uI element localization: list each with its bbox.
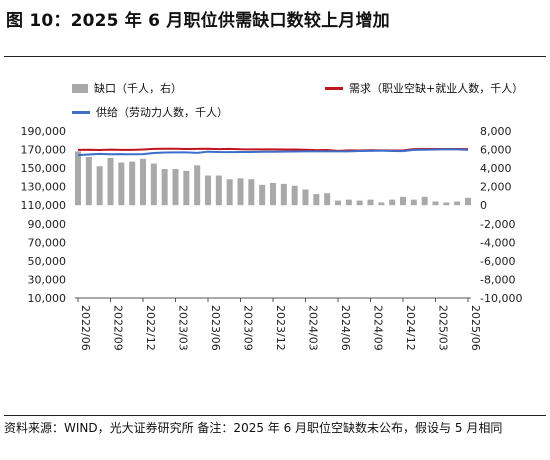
right-tick-label: 0 xyxy=(480,199,487,212)
x-tick-label: 2024/03 xyxy=(307,305,320,351)
gap-bar xyxy=(400,196,406,206)
gap-bar xyxy=(345,199,352,206)
left-tick-label: 150,000 xyxy=(21,162,67,175)
legend-gap: 缺口（千人，右） xyxy=(72,80,182,96)
left-tick-label: 90,000 xyxy=(28,218,67,231)
chart-title: 图 10：2025 年 6 月职位供需缺口数较上月增加 xyxy=(6,11,390,31)
gap-bar xyxy=(454,201,461,206)
x-tick-label: 2024/06 xyxy=(339,305,352,351)
gap-bar xyxy=(356,200,363,206)
gap-bar xyxy=(215,175,222,206)
left-tick-label: 170,000 xyxy=(21,144,67,157)
gap-bar xyxy=(140,158,146,206)
gap-bar xyxy=(259,184,266,206)
x-tick-label: 2022/12 xyxy=(144,305,157,351)
gap-bar xyxy=(443,202,450,206)
legend-demand: 需求（职业空缺+就业人数，千人） xyxy=(325,80,523,96)
x-tick-label: 2023/12 xyxy=(274,305,287,351)
gap-bar xyxy=(410,199,417,206)
right-tick-label: -6,000 xyxy=(480,255,515,268)
x-tick-label: 2023/03 xyxy=(177,305,190,351)
gap-bar xyxy=(226,179,233,206)
left-tick-label: 110,000 xyxy=(21,199,67,212)
source-note: 资料来源：WIND，光大证券研究所 备注：2025 年 6 月职位空缺数未公布，… xyxy=(4,421,503,435)
gap-bars xyxy=(75,151,471,206)
gap-bar xyxy=(291,185,298,206)
right-tick-label: 6,000 xyxy=(480,144,512,157)
gap-bar xyxy=(465,197,471,206)
right-tick-label: -2,000 xyxy=(480,218,515,231)
left-tick-label: 190,000 xyxy=(21,125,67,138)
right-tick-label: -10,000 xyxy=(480,292,522,305)
x-tick-label: 2023/09 xyxy=(242,305,255,351)
right-tick-label: 2,000 xyxy=(480,181,512,194)
right-axis: -10,000 -8,000 -6,000 -4,000 -2,000 0 2,000 4,0… xyxy=(480,125,522,305)
x-tick-label: 2024/12 xyxy=(404,305,417,351)
gap-bar xyxy=(389,199,396,206)
right-tick-label: -8,000 xyxy=(480,273,515,286)
gap-bar xyxy=(107,157,114,206)
gap-bar xyxy=(248,179,255,206)
right-tick-label: -4,000 xyxy=(480,236,515,249)
legend-demand-label: 需求（职业空缺+就业人数，千人） xyxy=(349,82,524,95)
x-tick-label: 2025/03 xyxy=(437,305,450,351)
gap-bar xyxy=(118,162,125,206)
left-axis: 10,000 30,000 50,000 70,000 90,000 110,000 130… xyxy=(21,125,67,305)
right-tick-label: 4,000 xyxy=(480,162,512,175)
left-tick-label: 50,000 xyxy=(28,255,67,268)
gap-bar xyxy=(324,193,331,206)
bottom-divider xyxy=(4,415,546,416)
gap-bar xyxy=(378,202,385,206)
x-tick-label: 2022/09 xyxy=(112,305,125,351)
gap-bar xyxy=(335,200,341,206)
left-tick-label: 70,000 xyxy=(28,236,67,249)
legend-supply-label: 供给（劳动力人数，千人） xyxy=(96,106,228,119)
gap-bar xyxy=(367,199,374,206)
legend-gap-label: 缺口（千人，右） xyxy=(94,82,182,95)
legend-demand-swatch xyxy=(325,86,343,90)
gap-bar xyxy=(172,169,179,206)
gap-bar xyxy=(150,163,157,206)
legend-supply: 供给（劳动力人数，千人） xyxy=(72,104,228,120)
gap-bar xyxy=(237,178,244,206)
gap-bar xyxy=(421,196,428,206)
legend-supply-swatch xyxy=(72,110,90,114)
left-tick-label: 10,000 xyxy=(28,292,67,305)
gap-bar xyxy=(205,175,211,206)
x-tick-label: 2025/06 xyxy=(469,305,482,351)
gap-bar xyxy=(302,189,309,206)
gap-bar xyxy=(96,166,103,206)
gap-bar xyxy=(280,183,287,206)
x-tick-label: 2022/06 xyxy=(79,305,92,351)
left-tick-label: 30,000 xyxy=(28,273,67,286)
gap-bar xyxy=(270,182,276,206)
gap-bar xyxy=(313,194,320,206)
gap-bar xyxy=(129,161,136,206)
series-lines xyxy=(77,147,469,157)
x-tick-label: 2024/09 xyxy=(372,305,385,351)
gap-bar xyxy=(432,201,439,206)
legend-gap-swatch xyxy=(72,83,88,93)
top-divider xyxy=(4,56,546,57)
x-tick-label: 2023/06 xyxy=(209,305,222,351)
gap-bar xyxy=(183,170,190,206)
right-tick-label: 8,000 xyxy=(480,125,512,138)
supply-line xyxy=(77,148,469,157)
x-axis: 2022/06 2022/09 2022/12 2023/03 2023/06 2023/… xyxy=(75,297,482,351)
gap-bar xyxy=(75,151,81,206)
gap-bar xyxy=(85,156,92,206)
left-tick-label: 130,000 xyxy=(21,181,67,194)
gap-bar xyxy=(194,165,201,206)
gap-bar xyxy=(161,169,168,206)
